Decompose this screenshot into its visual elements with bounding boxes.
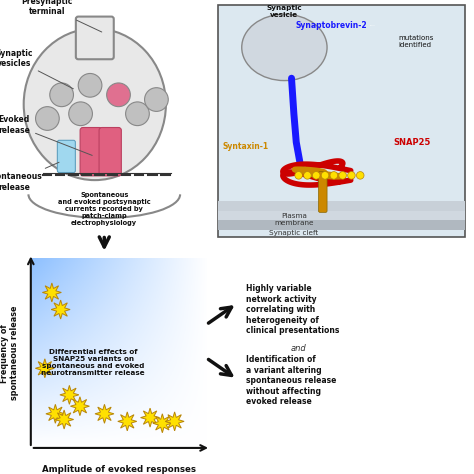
- Text: Plasma
membrane: Plasma membrane: [274, 213, 314, 226]
- Polygon shape: [95, 404, 114, 423]
- Circle shape: [330, 172, 337, 179]
- Text: Synaptobrevin-2: Synaptobrevin-2: [296, 21, 368, 30]
- Polygon shape: [60, 385, 79, 404]
- FancyBboxPatch shape: [218, 5, 465, 237]
- FancyBboxPatch shape: [76, 17, 114, 59]
- Circle shape: [78, 73, 102, 97]
- Text: Highly variable
network activity
correlating with
heterogeneity of
clinical pres: Highly variable network activity correla…: [246, 284, 340, 335]
- Circle shape: [321, 172, 329, 179]
- Circle shape: [347, 172, 355, 179]
- Text: Synaptic cleft: Synaptic cleft: [269, 229, 319, 236]
- Text: Presynaptic
terminal: Presynaptic terminal: [22, 0, 102, 32]
- Circle shape: [339, 172, 346, 179]
- Text: Spontaneous
and evoked postsynaptic
currents recorded by
patch-clamp
electrophys: Spontaneous and evoked postsynaptic curr…: [58, 192, 151, 226]
- Circle shape: [69, 102, 92, 126]
- Polygon shape: [153, 414, 172, 433]
- Polygon shape: [71, 397, 90, 416]
- Text: Evoked
release: Evoked release: [0, 115, 92, 155]
- Polygon shape: [141, 408, 160, 427]
- Polygon shape: [36, 359, 55, 378]
- Text: Frequency of
spontaneous release: Frequency of spontaneous release: [0, 306, 19, 401]
- Circle shape: [295, 172, 302, 179]
- Text: Synaptic
vesicle: Synaptic vesicle: [266, 5, 302, 18]
- Polygon shape: [55, 410, 73, 429]
- FancyBboxPatch shape: [57, 140, 75, 173]
- Circle shape: [304, 172, 311, 179]
- Text: Amplitude of evoked responses: Amplitude of evoked responses: [42, 465, 195, 474]
- FancyBboxPatch shape: [80, 128, 102, 176]
- Circle shape: [312, 172, 320, 179]
- Polygon shape: [51, 300, 70, 319]
- Text: SNAP25: SNAP25: [393, 137, 431, 146]
- Circle shape: [36, 107, 59, 130]
- Text: #1a1aff: #1a1aff: [370, 25, 375, 26]
- Polygon shape: [118, 412, 137, 431]
- FancyBboxPatch shape: [218, 201, 465, 211]
- Polygon shape: [46, 404, 65, 423]
- Text: Synaptic
vesicles: Synaptic vesicles: [0, 49, 73, 89]
- FancyBboxPatch shape: [218, 210, 465, 220]
- Ellipse shape: [24, 28, 166, 180]
- FancyBboxPatch shape: [319, 172, 327, 212]
- Text: mutations
identified: mutations identified: [398, 36, 434, 48]
- Ellipse shape: [242, 14, 327, 81]
- Circle shape: [126, 102, 149, 126]
- FancyBboxPatch shape: [99, 128, 121, 176]
- Polygon shape: [165, 412, 184, 431]
- FancyBboxPatch shape: [218, 219, 465, 230]
- Circle shape: [145, 88, 168, 111]
- Circle shape: [50, 83, 73, 107]
- Text: Syntaxin-1: Syntaxin-1: [223, 142, 269, 151]
- Circle shape: [107, 83, 130, 107]
- Circle shape: [356, 172, 364, 179]
- Text: Spontaneous
release: Spontaneous release: [0, 162, 59, 191]
- Text: Differential effects of
SNAP25 variants on
spontaneous and evoked
neurotransmitt: Differential effects of SNAP25 variants …: [41, 349, 145, 376]
- Text: Identification of
a variant altering
spontaneous release
without affecting
evoke: Identification of a variant altering spo…: [246, 356, 337, 406]
- Polygon shape: [42, 283, 61, 302]
- Text: and: and: [291, 344, 307, 353]
